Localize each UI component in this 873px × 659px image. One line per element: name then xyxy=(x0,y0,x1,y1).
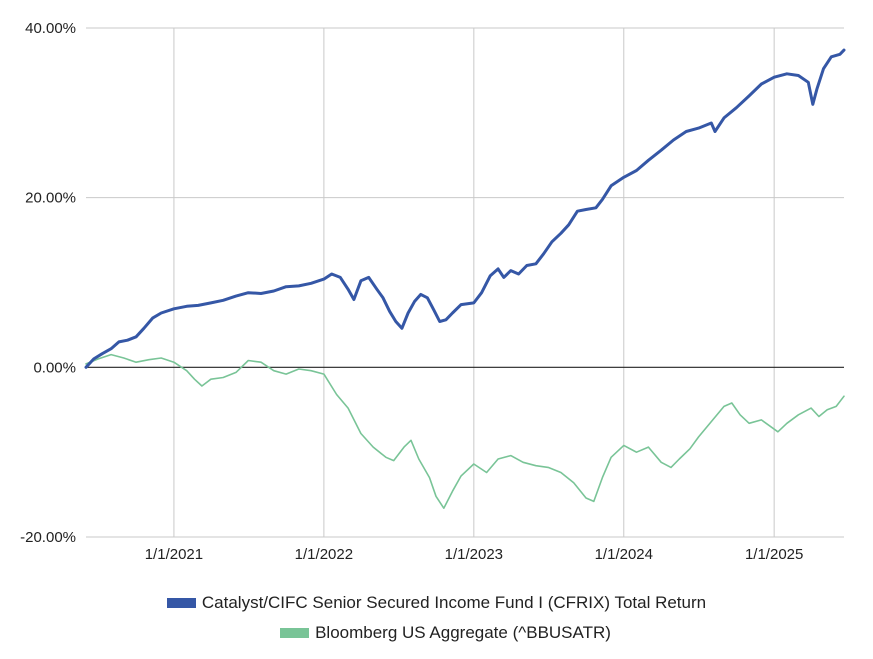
gridlines xyxy=(86,27,844,538)
cfrix-series-line xyxy=(84,48,846,369)
x-tick-label: 1/1/2021 xyxy=(145,546,203,563)
legend-label-bbusatr: Bloomberg US Aggregate (^BBUSATR) xyxy=(315,623,611,642)
legend-swatch-cfrix xyxy=(166,598,196,608)
legend-label-cfrix: Catalyst/CIFC Senior Secured Income Fund… xyxy=(201,593,707,612)
legend-item-cfrix: Catalyst/CIFC Senior Secured Income Fund… xyxy=(0,588,873,618)
x-tick-label: 1/1/2023 xyxy=(445,546,503,563)
y-tick-label: 20.00% xyxy=(25,190,76,207)
x-tick-label: 1/1/2024 xyxy=(595,546,653,563)
y-tick-label: 0.00% xyxy=(33,359,76,376)
legend-item-bbusatr: Bloomberg US Aggregate (^BBUSATR) xyxy=(18,618,873,648)
x-tick-label: 1/1/2022 xyxy=(295,546,353,563)
y-axis-tick-labels: 40.00% 20.00% 0.00% -20.00% xyxy=(20,20,76,546)
x-tick-label: 1/1/2025 xyxy=(745,546,803,563)
x-axis-tick-labels: 1/1/2021 1/1/2022 1/1/2023 1/1/2024 1/1/2025 xyxy=(145,546,804,563)
legend: Catalyst/CIFC Senior Secured Income Fund… xyxy=(0,588,873,648)
bbusatr-series-line xyxy=(85,353,845,509)
line-chart: 40.00%20.00%0.00%-20.00% 1/1/2021 1/1/202… xyxy=(20,20,846,563)
y-tick-label: 40.00% xyxy=(25,20,76,37)
y-tick-label: -20.00% xyxy=(20,529,76,546)
legend-swatch-bbusatr xyxy=(280,628,310,638)
series-lines xyxy=(84,48,846,509)
